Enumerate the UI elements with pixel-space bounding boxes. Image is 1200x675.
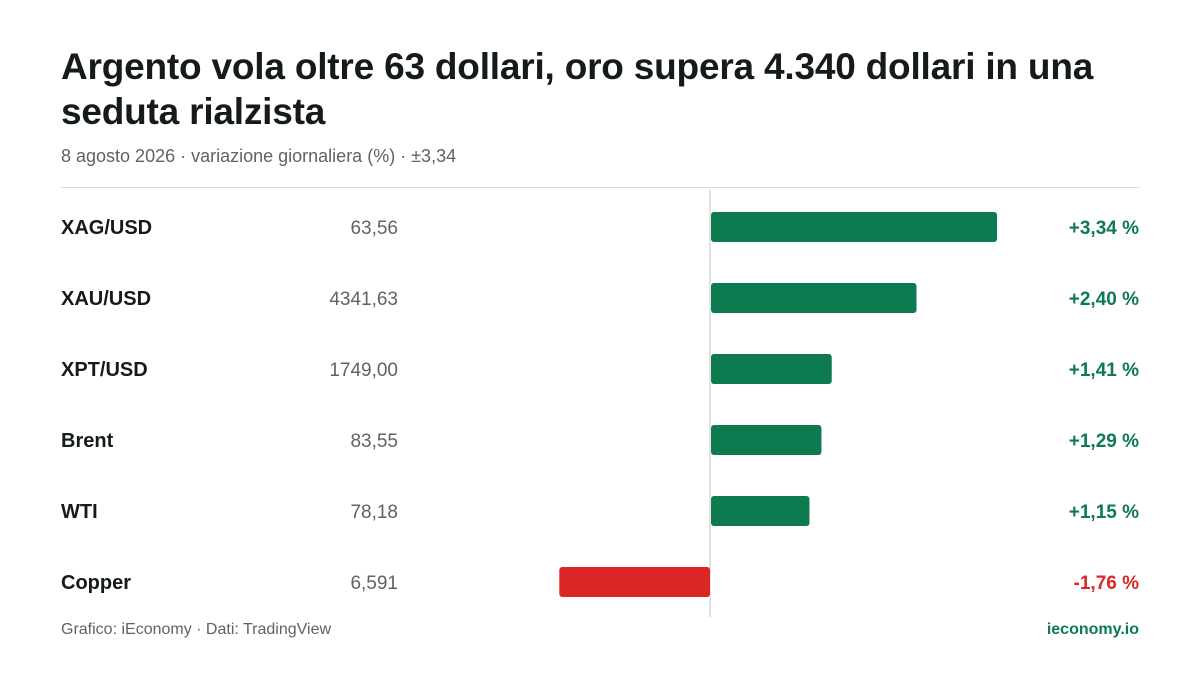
bar — [559, 567, 710, 597]
header-divider — [61, 187, 1140, 188]
chart-row: Copper 6,591 -1,76 % — [61, 567, 1139, 597]
category-label: WTI — [61, 501, 98, 523]
category-label: Brent — [61, 430, 114, 452]
chart-row: XAU/USD 4341,63 +2,40 % — [61, 283, 1139, 313]
price-label: 63,56 — [350, 218, 398, 239]
chart-row: Brent 83,55 +1,29 % — [61, 425, 1139, 455]
price-label: 83,55 — [350, 431, 398, 452]
category-label: XAU/USD — [61, 288, 151, 310]
price-label: 6,591 — [350, 573, 398, 594]
chart-subtitle: 8 agosto 2026 · variazione giornaliera (… — [61, 146, 457, 166]
price-label: 1749,00 — [329, 360, 398, 381]
bar — [711, 354, 832, 384]
bar — [711, 425, 822, 455]
source-credit: Grafico: iEconomy · Dati: TradingView — [61, 621, 332, 638]
chart-row: WTI 78,18 +1,15 % — [61, 496, 1139, 526]
chart-rows: XAG/USD 63,56 +3,34 % XAU/USD 4341,63 +2,40 %… — [61, 212, 1139, 597]
value-label: +1,29 % — [1069, 431, 1139, 452]
chart-title: Argento vola oltre 63 dollari, oro super… — [61, 46, 1094, 132]
chart-row: XAG/USD 63,56 +3,34 % — [61, 212, 1139, 242]
category-label: XAG/USD — [61, 217, 152, 239]
value-label: +1,15 % — [1069, 502, 1139, 523]
value-label: +3,34 % — [1069, 218, 1139, 239]
brand-link[interactable]: ieconomy.io — [1046, 621, 1139, 638]
category-label: XPT/USD — [61, 359, 148, 381]
value-label: +1,41 % — [1069, 360, 1139, 381]
value-label: -1,76 % — [1074, 573, 1140, 594]
price-label: 78,18 — [350, 502, 398, 523]
chart-row: XPT/USD 1749,00 +1,41 % — [61, 354, 1139, 384]
bar — [711, 212, 997, 242]
price-label: 4341,63 — [329, 289, 398, 310]
bar — [711, 496, 810, 526]
value-label: +2,40 % — [1069, 289, 1139, 310]
bar — [711, 283, 917, 313]
category-label: Copper — [61, 572, 131, 594]
